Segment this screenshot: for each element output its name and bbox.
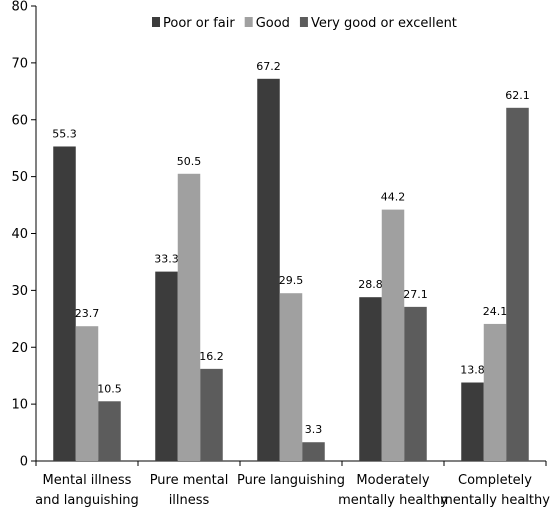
bar	[177, 173, 201, 461]
x-category-label: Moderately	[356, 473, 429, 488]
legend-label: Very good or excellent	[311, 16, 457, 31]
bar	[53, 146, 76, 461]
bar-value-label: 62.1	[505, 89, 530, 102]
x-category-label: Mental illness	[43, 473, 132, 488]
bar-value-label: 23.7	[75, 307, 100, 320]
bar-value-label: 10.5	[97, 382, 122, 395]
bar	[257, 78, 280, 462]
y-tick-label: 60	[11, 113, 28, 128]
y-tick-label: 40	[11, 227, 28, 242]
legend-swatch	[152, 17, 160, 27]
bar-value-label: 29.5	[279, 274, 304, 287]
legend-swatch	[244, 17, 253, 27]
legend-swatch	[299, 17, 308, 27]
y-tick-label: 50	[11, 170, 28, 185]
bar	[75, 326, 99, 461]
x-category-label: mentally healthy	[440, 493, 550, 508]
bar-value-label: 67.2	[256, 60, 281, 73]
y-tick-label: 70	[11, 56, 28, 71]
bar-value-label: 28.8	[358, 278, 383, 291]
axes: 0 10 20 30 40 50 60 70 80 Mental illness and langu…	[11, 0, 550, 508]
bar-value-label: 13.8	[460, 364, 485, 377]
bar	[279, 293, 303, 461]
y-tick-label: 10	[11, 398, 28, 413]
bar-value-label: 27.1	[403, 288, 428, 301]
y-tick-label: 30	[11, 284, 28, 299]
y-tick-label: 20	[11, 341, 28, 356]
legend-label: Poor or fair	[163, 16, 235, 31]
bar	[302, 442, 325, 461]
legend: Poor or fair Good Very good or excellent	[152, 16, 457, 31]
bar-value-label: 44.2	[381, 191, 406, 204]
x-category-label: illness	[169, 493, 210, 508]
bars: 55.3 23.7 10.5 33.3 50.5 16.2 67.2 29.5 3.3 28.8 4…	[52, 60, 530, 462]
bar	[404, 306, 427, 461]
bar-value-label: 33.3	[154, 253, 179, 266]
x-category-label: mentally healthy	[338, 493, 448, 508]
bar	[359, 297, 382, 461]
bar-value-label: 24.1	[483, 305, 508, 318]
bar-value-label: 3.3	[305, 423, 323, 436]
y-tick-label: 0	[20, 455, 28, 470]
bar-value-label: 55.3	[52, 127, 77, 140]
x-category-label: and languishing	[35, 493, 139, 508]
legend-label: Good	[256, 16, 290, 31]
bar	[98, 401, 121, 461]
bar	[155, 271, 178, 461]
x-category-label: Pure mental	[150, 473, 229, 488]
bar	[461, 382, 484, 461]
bar-value-label: 50.5	[177, 155, 202, 168]
bar	[506, 107, 529, 462]
bar	[200, 368, 223, 461]
x-category-label: Pure languishing	[237, 473, 345, 488]
bar	[483, 323, 507, 461]
y-tick-label: 80	[11, 0, 28, 15]
x-category-label: Completely	[458, 473, 532, 488]
bar	[381, 209, 405, 461]
bar-value-label: 16.2	[199, 350, 224, 363]
